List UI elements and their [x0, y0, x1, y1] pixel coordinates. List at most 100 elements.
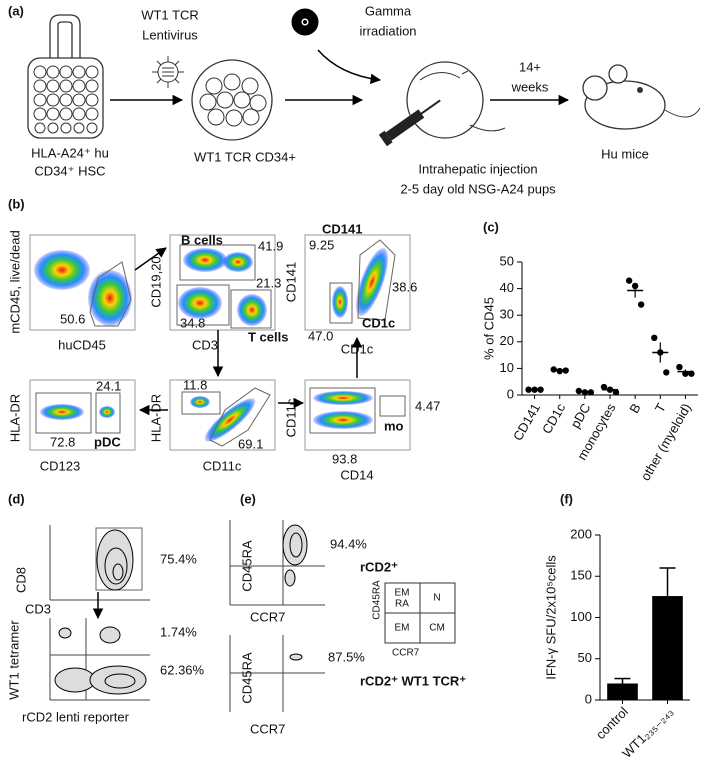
vector-label: WT1 TCR: [141, 7, 199, 22]
population: [332, 286, 348, 318]
gate-name: CD1c: [362, 315, 395, 330]
bar: [652, 596, 683, 700]
data-point: [600, 383, 608, 391]
y-axis-label: % of CD45: [481, 297, 496, 360]
axis-label: CCR7: [250, 721, 285, 736]
gate: [35, 392, 92, 434]
shape: [112, 563, 124, 581]
shape: [85, 65, 99, 79]
y-tick-label: 40: [500, 280, 514, 295]
shape: [72, 107, 86, 121]
shape: [46, 93, 60, 107]
y-tick-label: 50: [500, 253, 514, 268]
population: [313, 391, 373, 405]
gate: [179, 244, 256, 281]
mouse-icon: [582, 64, 701, 130]
shape: [664, 107, 701, 118]
gate-name: B cells: [181, 232, 223, 247]
syringe-icon: [378, 99, 441, 147]
shape: [289, 532, 303, 558]
population-label: rCD2⁺ WT1 TCR⁺: [360, 673, 466, 688]
gate: [357, 239, 396, 321]
gate-value: 34.8: [180, 315, 205, 330]
axis-label: CD3: [25, 601, 51, 616]
shape: [303, 20, 307, 24]
shape: [34, 122, 46, 134]
key-label: CM: [429, 623, 445, 634]
arrow: [134, 247, 167, 271]
data-point: [663, 369, 670, 376]
shape: [73, 122, 85, 134]
gate-value: 4.47: [415, 398, 440, 413]
shape: [72, 93, 86, 107]
gate-value: 62.36%: [160, 662, 205, 677]
shape: [85, 107, 99, 121]
key-label: RA: [395, 599, 409, 610]
x-tick-label: CD141: [510, 401, 543, 444]
data-point: [575, 387, 583, 395]
gate-value: 9.25: [309, 237, 334, 252]
shape: [207, 108, 225, 126]
irradiation-label: irradiation: [359, 23, 416, 38]
contour-population: [96, 529, 134, 591]
data-point: [637, 301, 645, 308]
population: [99, 406, 115, 418]
data-point: [676, 363, 683, 371]
axis-label: CCR7: [250, 609, 285, 624]
shape: [58, 627, 72, 639]
hsc-label: HLA-A24⁺ hu: [31, 145, 109, 160]
gate-value: 38.6: [392, 279, 417, 294]
axis-label: HLA-DR: [7, 394, 22, 442]
vector-label: Lentivirus: [142, 27, 198, 42]
bag-cells: [33, 65, 99, 134]
x-tick-label: T: [652, 401, 669, 415]
gate-name: pDC: [94, 434, 121, 449]
y-tick-label: 0: [585, 691, 592, 706]
shape: [292, 10, 305, 34]
duration-label: 14+: [519, 59, 541, 74]
axis-label: CD8: [13, 567, 28, 593]
gate: [181, 391, 221, 415]
shape: [60, 122, 72, 134]
shape: [99, 626, 121, 644]
dish-cells: [199, 73, 267, 127]
gate-value: 93.8: [332, 451, 357, 466]
y-tick-label: 10: [500, 360, 514, 375]
population: [88, 270, 132, 326]
shape: [637, 87, 643, 93]
shape: [85, 93, 99, 107]
population: [223, 252, 253, 272]
gate-value: 11.8: [183, 377, 207, 392]
gate: [209, 387, 271, 447]
shape: [85, 79, 99, 93]
bag-tubes: [49, 14, 81, 60]
bag: [27, 57, 104, 139]
shape: [47, 122, 59, 134]
gate: [329, 282, 353, 324]
shape: [162, 67, 174, 77]
shape: [59, 65, 73, 79]
shape: [233, 91, 251, 109]
panel-label: (e): [240, 491, 256, 506]
pup: [406, 61, 484, 139]
shape: [72, 79, 86, 93]
shape: [72, 65, 86, 79]
gate-value: 41.9: [258, 238, 283, 253]
radiation-icon: [291, 8, 319, 36]
mice-label: Hu mice: [601, 146, 649, 161]
shape: [33, 107, 47, 121]
injection-label: Intrahepatic injection: [418, 161, 537, 176]
x-tick-label: pDC: [567, 401, 593, 431]
population-label: rCD2⁺: [360, 559, 398, 574]
duration-label: weeks: [511, 79, 549, 94]
population: [355, 247, 389, 317]
axis-label: CD14: [340, 467, 373, 482]
x-tick-label: control: [593, 704, 631, 742]
shape: [420, 99, 441, 115]
shape: [59, 79, 73, 93]
shape: [33, 65, 47, 79]
y-tick-label: 150: [570, 568, 592, 583]
gate-value: 21.3: [256, 275, 281, 290]
